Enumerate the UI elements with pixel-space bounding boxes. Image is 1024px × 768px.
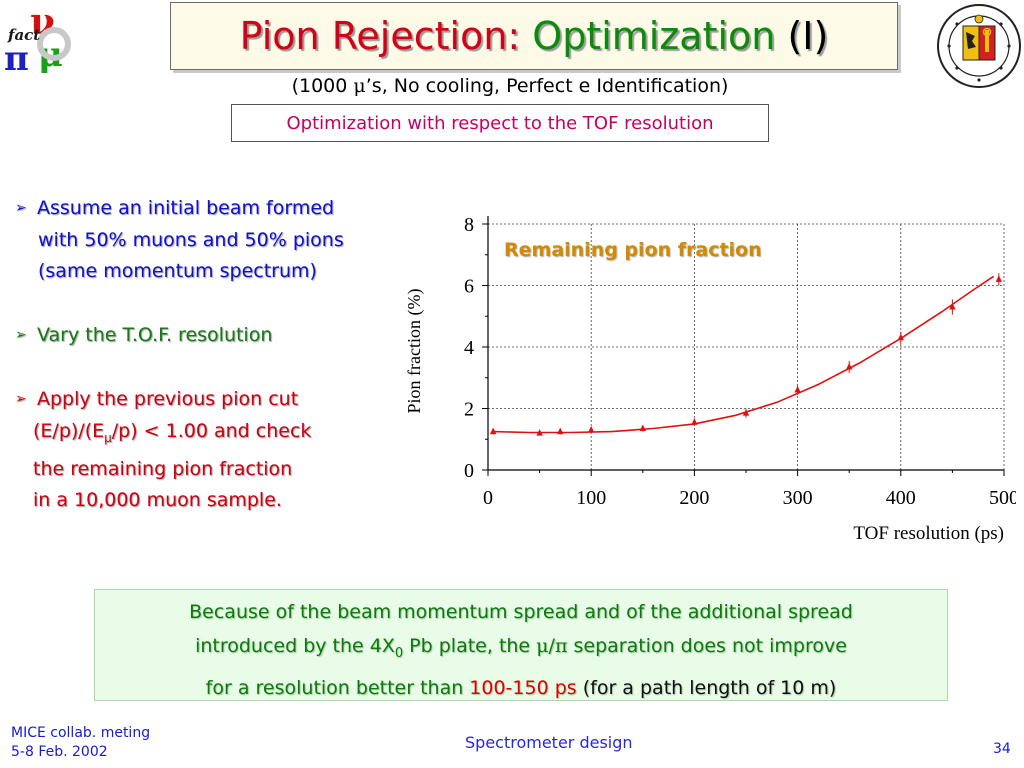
data-point <box>794 385 801 395</box>
data-marker <box>536 429 543 436</box>
subtitle: (1000 μ’s, No cooling, Perfect e Identif… <box>160 75 860 97</box>
data-point <box>639 424 646 432</box>
logo-ring-icon <box>37 27 71 61</box>
data-point <box>691 418 698 427</box>
grid-layer <box>488 223 1005 470</box>
subtitle-open: (1000 <box>291 75 354 97</box>
conclusion-2a: introduced by the 4X <box>195 635 395 657</box>
bullet-3-line-4: in a 10,000 muon sample. <box>33 489 282 512</box>
bullet-3-line-2: (E/p)/(Eμ/p) < 1.00 and check <box>15 416 311 454</box>
subtitle-mu: μ <box>353 75 366 97</box>
y-tick-label: 8 <box>464 214 474 236</box>
bullet-arrow-icon: ➢ <box>15 327 27 343</box>
x-tick-label: 0 <box>483 487 493 509</box>
cut-formula-sub: μ <box>104 430 112 445</box>
y-tick-label: 6 <box>464 276 474 298</box>
x-tick-label: 500 <box>989 487 1016 509</box>
data-point <box>897 331 904 344</box>
conclusion-highlight: 100-150 ps <box>469 676 577 699</box>
university-geneva-seal <box>937 4 1021 88</box>
fit-layer <box>493 275 995 434</box>
data-marker <box>588 426 595 433</box>
subtitle-apostrophe: ’ <box>365 75 372 97</box>
conclusion-line-3: for a resolution better than 100-150 ps … <box>95 671 947 705</box>
bullet-3-line-1: Apply the previous pion cut <box>37 388 299 410</box>
logo-pi-glyph: π <box>4 39 29 76</box>
data-point <box>588 426 595 434</box>
optimization-note-text: Optimization with respect to the TOF res… <box>286 112 714 134</box>
conclusion-2b: Pb plate, the <box>403 635 537 657</box>
conclusion-3b: (for a path length of 10 m) <box>576 676 837 699</box>
data-point <box>557 427 564 435</box>
bullet-3-line-3: the remaining pion fraction <box>33 457 293 480</box>
conclusion-box: Because of the beam momentum spread and … <box>94 589 948 701</box>
data-marker <box>897 333 904 341</box>
footer-meeting: MICE collab. meting 5-8 Feb. 2002 <box>11 724 150 762</box>
bullet-initial-beam: ➢ Assume an initial beam formed with 50% … <box>15 193 344 288</box>
subtitle-rest: s, No cooling, Perfect e Identification) <box>371 75 729 97</box>
data-point <box>489 427 497 435</box>
data-point <box>995 273 1003 286</box>
data-marker <box>846 362 853 370</box>
data-layer <box>489 273 1003 436</box>
page-number: 34 <box>993 741 1011 757</box>
conclusion-mu: μ <box>536 635 549 657</box>
data-point <box>742 408 750 418</box>
chart-y-label: Pion fraction (%) <box>404 289 425 414</box>
data-point <box>949 299 956 315</box>
cut-formula-b: /p) < 1.00 and check <box>111 419 312 442</box>
x-tick-label: 400 <box>886 487 916 509</box>
title-part-3: (I) <box>787 14 829 58</box>
data-marker <box>742 409 750 416</box>
logo-text: fact <box>7 26 40 44</box>
y-tick-label: 4 <box>464 337 474 359</box>
data-point <box>536 429 543 436</box>
x-tick-label: 300 <box>783 487 813 509</box>
bullet-1-line-3: (same momentum spectrum) <box>38 260 317 282</box>
pion-fraction-chart: 0 2 4 6 8 0 100 200 300 400 500 Remaining pion fra… <box>404 214 1016 544</box>
y-tick-label: 0 <box>464 460 474 482</box>
footer-topic: Spectrometer design <box>465 733 633 752</box>
footer-meeting-name: MICE collab. meting <box>11 725 151 741</box>
bullet-vary-tof: ➢ Vary the T.O.F. resolution <box>15 320 272 352</box>
data-marker <box>691 418 698 425</box>
bullet-arrow-icon: ➢ <box>15 200 27 216</box>
data-marker <box>794 386 801 393</box>
bullet-1-line-1: Assume an initial beam formed <box>37 197 335 219</box>
title-part-2: Optimization <box>532 14 776 58</box>
optimization-note: Optimization with respect to the TOF res… <box>231 104 769 142</box>
factor-logo: ν π μ fact <box>4 4 71 76</box>
title-part-1: Pion Rejection: <box>239 14 521 58</box>
bullet-arrow-icon: ➢ <box>15 391 27 407</box>
conclusion-2c: separation does not improve <box>567 635 847 657</box>
axes-layer <box>482 216 1005 476</box>
footer-meeting-date: 5-8 Feb. 2002 <box>11 744 108 760</box>
bullet-2-line-1: Vary the T.O.F. resolution <box>37 324 273 346</box>
conclusion-line-1: Because of the beam momentum spread and … <box>189 601 853 623</box>
y-tick-label: 2 <box>464 399 474 421</box>
conclusion-pi: π <box>554 635 568 657</box>
page-title: Pion Rejection: Optimization (I) <box>240 14 829 58</box>
cut-formula-a: (E/p)/(E <box>33 419 105 442</box>
data-marker <box>949 303 956 310</box>
data-marker <box>639 424 646 431</box>
title-box: Pion Rejection: Optimization (I) <box>170 2 898 70</box>
conclusion-2-sub: 0 <box>394 645 404 661</box>
fit-curve <box>493 275 995 434</box>
x-tick-label: 100 <box>576 487 606 509</box>
conclusion-line-2: introduced by the 4X0 Pb plate, the μ/π … <box>95 629 947 671</box>
bullet-1-line-2: with 50% muons and 50% pions <box>38 228 344 251</box>
chart-title: Remaining pion fraction <box>504 239 762 261</box>
conclusion-3a: for a resolution better than <box>205 676 470 699</box>
data-marker <box>557 427 564 435</box>
data-marker <box>489 427 497 435</box>
data-point <box>846 360 853 374</box>
x-tick-label: 200 <box>679 487 709 509</box>
chart-x-label: TOF resolution (ps) <box>853 523 1004 544</box>
conclusion-slash: / <box>548 635 555 657</box>
bullet-pion-cut: ➢ Apply the previous pion cut (E/p)/(Eμ/p… <box>15 384 311 517</box>
data-marker <box>995 275 1003 282</box>
label-layer: 0 2 4 6 8 0 100 200 300 400 500 <box>464 214 1016 509</box>
